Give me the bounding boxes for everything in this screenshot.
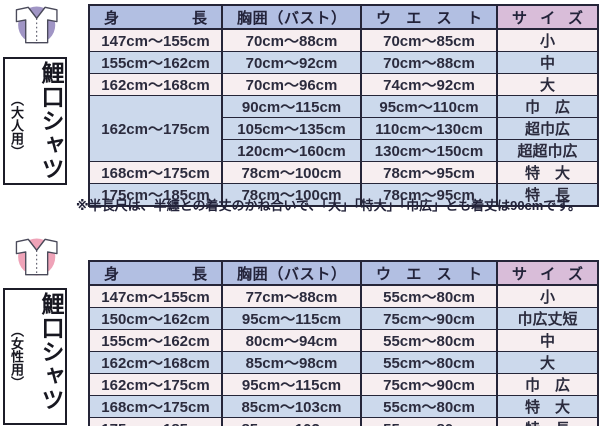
table-row: 120cm〜160cm 130cm〜150cm 超超巾広 <box>89 139 599 162</box>
header-size: サイズ <box>496 260 599 286</box>
cell-chest: 90cm〜115cm <box>221 95 362 118</box>
cell-chest: 95cm〜115cm <box>221 307 362 330</box>
women-label-sub: （女性用） <box>9 324 24 389</box>
header-height: 身長 <box>88 4 223 30</box>
cell-height: 147cm〜155cm <box>88 284 223 308</box>
cell-size: 巾 広 <box>496 373 599 396</box>
cell-height: 168cm〜175cm <box>88 161 223 184</box>
women-size-table: 身長 胸囲（バスト） ウエスト サイズ 147cm〜155cm 77cm〜88c… <box>88 260 599 426</box>
cell-chest: 77cm〜88cm <box>221 284 362 308</box>
header-chest: 胸囲（バスト） <box>221 260 362 286</box>
cell-waist: 75cm〜90cm <box>360 373 498 396</box>
cell-chest: 85cm〜103cm <box>221 417 362 426</box>
cell-chest: 78cm〜100cm <box>221 161 362 184</box>
cell-height: 175cm〜185cm <box>88 183 223 207</box>
table-row: 162cm〜168cm 70cm〜96cm 74cm〜92cm 大 <box>88 73 599 96</box>
cell-height: 162cm〜168cm <box>88 73 223 96</box>
header-waist: ウエスト <box>360 4 498 30</box>
table-row: 150cm〜162cm 95cm〜115cm 75cm〜90cm 巾広丈短 <box>88 307 599 330</box>
cell-size: 巾 広 <box>496 95 599 118</box>
cell-waist: 55cm〜80cm <box>360 329 498 352</box>
cell-size: 小 <box>496 284 599 308</box>
koikuchi-shirt-adult-icon <box>8 2 62 48</box>
cell-size: 大 <box>496 351 599 374</box>
adult-label-sub: （大人用） <box>9 93 24 158</box>
table-row: 168cm〜175cm 78cm〜100cm 78cm〜95cm 特 大 <box>88 161 599 184</box>
adult-label-main: 鯉口シャツ <box>38 61 64 181</box>
table-row: 162cm〜175cm 90cm〜115cm 95cm〜110cm 巾 広 <box>88 95 599 162</box>
cell-size: 特 長 <box>496 417 599 426</box>
cell-waist: 55cm〜80cm <box>360 284 498 308</box>
table-row: 105cm〜135cm 110cm〜130cm 超巾広 <box>89 117 599 140</box>
size-note: ※半長尺は、半纏との着丈のかね合いで、「大」「特大」「巾広」とも着丈は90cmで… <box>76 198 582 213</box>
cell-waist: 78cm〜95cm <box>360 161 498 184</box>
header-waist: ウエスト <box>360 260 498 286</box>
cell-chest: 70cm〜88cm <box>221 28 362 52</box>
cell-height-span: 162cm〜175cm <box>88 95 223 162</box>
cell-height: 162cm〜168cm <box>88 351 223 374</box>
cell-size: 特 長 <box>496 183 599 207</box>
cell-size: 中 <box>496 51 599 74</box>
cell-chest: 80cm〜94cm <box>221 329 362 352</box>
table-row: 147cm〜155cm 70cm〜88cm 70cm〜85cm 小 <box>88 28 599 52</box>
cell-chest: 95cm〜115cm <box>221 373 362 396</box>
header-size: サイズ <box>496 4 599 30</box>
cell-chest: 105cm〜135cm <box>221 117 362 140</box>
cell-chest: 85cm〜103cm <box>221 395 362 418</box>
cell-waist: 130cm〜150cm <box>360 139 498 162</box>
adult-header-row: 身長 胸囲（バスト） ウエスト サイズ <box>88 4 599 30</box>
cell-waist: 55cm〜80cm <box>360 351 498 374</box>
cell-size: 特 大 <box>496 161 599 184</box>
adult-size-table: 身長 胸囲（バスト） ウエスト サイズ 147cm〜155cm 70cm〜88c… <box>88 4 599 207</box>
cell-waist: 70cm〜88cm <box>360 51 498 74</box>
women-label-main: 鯉口シャツ <box>38 292 64 412</box>
header-chest: 胸囲（バスト） <box>221 4 362 30</box>
cell-height: 175cm〜185cm <box>88 417 223 426</box>
cell-waist: 78cm〜95cm <box>360 183 498 207</box>
cell-waist: 70cm〜85cm <box>360 28 498 52</box>
table-row: 175cm〜185cm 85cm〜103cm 55cm〜80cm 特 長 <box>88 417 599 426</box>
table-row: 147cm〜155cm 77cm〜88cm 55cm〜80cm 小 <box>88 284 599 308</box>
cell-height: 150cm〜162cm <box>88 307 223 330</box>
cell-size: 特 大 <box>496 395 599 418</box>
header-height: 身長 <box>88 260 223 286</box>
cell-waist: 55cm〜80cm <box>360 395 498 418</box>
women-header-row: 身長 胸囲（バスト） ウエスト サイズ <box>88 260 599 286</box>
cell-waist: 74cm〜92cm <box>360 73 498 96</box>
cell-waist: 55cm〜80cm <box>360 417 498 426</box>
koikuchi-shirt-women-icon <box>8 234 62 280</box>
cell-chest: 78cm〜100cm <box>221 183 362 207</box>
table-row: 168cm〜175cm 85cm〜103cm 55cm〜80cm 特 大 <box>88 395 599 418</box>
table-row: 175cm〜185cm 78cm〜100cm 78cm〜95cm 特 長 <box>88 183 599 207</box>
table-row: 162cm〜175cm 95cm〜115cm 75cm〜90cm 巾 広 <box>88 373 599 396</box>
cell-height: 155cm〜162cm <box>88 51 223 74</box>
cell-size: 中 <box>496 329 599 352</box>
women-label-box: 鯉口シャツ （女性用） <box>3 288 67 425</box>
cell-size: 超巾広 <box>496 117 599 140</box>
cell-chest: 120cm〜160cm <box>221 139 362 162</box>
cell-waist: 110cm〜130cm <box>360 117 498 140</box>
cell-height: 168cm〜175cm <box>88 395 223 418</box>
cell-waist: 75cm〜90cm <box>360 307 498 330</box>
cell-height: 155cm〜162cm <box>88 329 223 352</box>
cell-size: 超超巾広 <box>496 139 599 162</box>
table-row: 155cm〜162cm 80cm〜94cm 55cm〜80cm 中 <box>88 329 599 352</box>
table-row: 162cm〜168cm 85cm〜98cm 55cm〜80cm 大 <box>88 351 599 374</box>
cell-chest: 85cm〜98cm <box>221 351 362 374</box>
cell-chest: 70cm〜96cm <box>221 73 362 96</box>
table-row: 155cm〜162cm 70cm〜92cm 70cm〜88cm 中 <box>88 51 599 74</box>
adult-label-box: 鯉口シャツ （大人用） <box>3 57 67 185</box>
cell-size: 巾広丈短 <box>496 307 599 330</box>
cell-height: 162cm〜175cm <box>88 373 223 396</box>
cell-size: 大 <box>496 73 599 96</box>
cell-height: 147cm〜155cm <box>88 28 223 52</box>
cell-waist: 95cm〜110cm <box>360 95 498 118</box>
cell-chest: 70cm〜92cm <box>221 51 362 74</box>
cell-size: 小 <box>496 28 599 52</box>
